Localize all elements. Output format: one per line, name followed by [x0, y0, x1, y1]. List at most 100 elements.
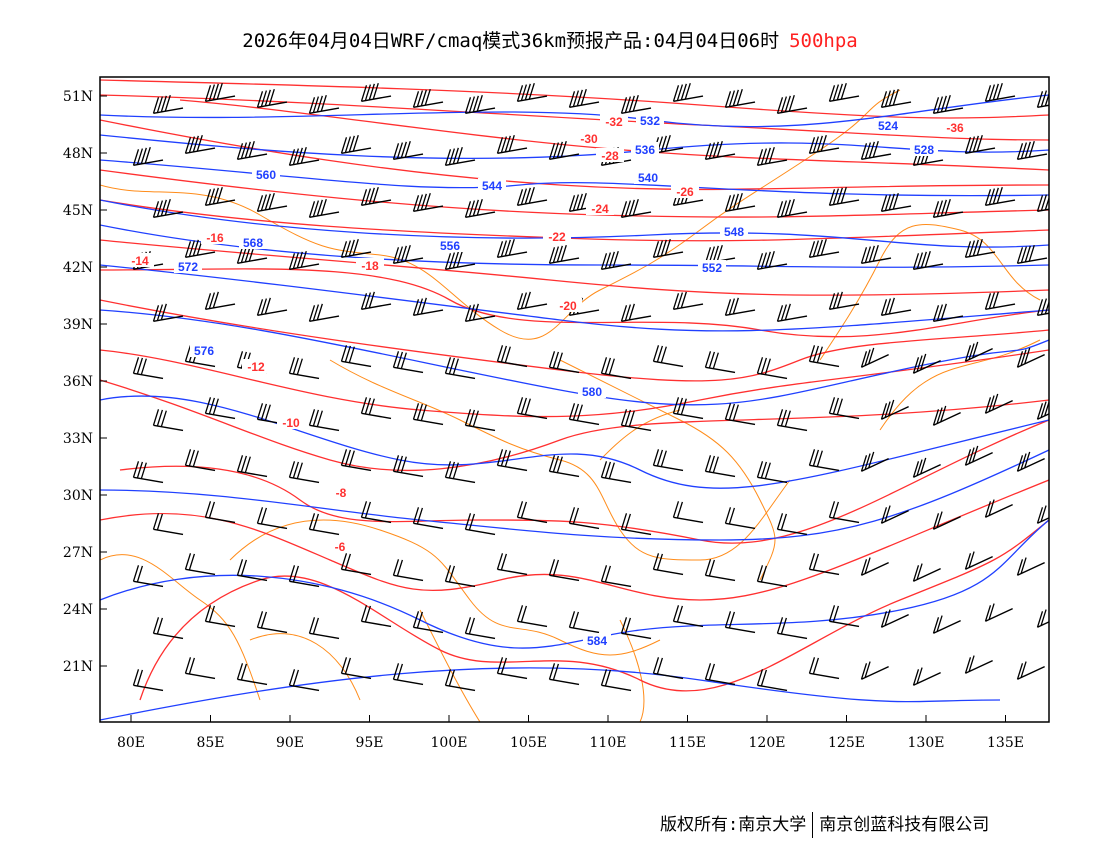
lat-tick-label: 21N	[63, 659, 93, 675]
wind-barb	[236, 455, 268, 478]
wind-barb	[412, 403, 444, 426]
wind-barb	[880, 192, 912, 212]
contour-labels: 532 536 540 544 548 552 556 560 568 572 576 580 584 5…	[126, 113, 969, 648]
wind-barb	[308, 94, 340, 114]
wind-barb	[464, 94, 496, 114]
lon-tick-label: 95E	[355, 735, 383, 751]
wind-barb	[620, 303, 652, 322]
wind-barb	[808, 657, 840, 680]
wind-barb	[1016, 347, 1045, 368]
wind-barb	[308, 617, 340, 640]
wind-barb	[932, 94, 964, 114]
lat-tick-label: 24N	[63, 602, 93, 618]
wind-barb	[288, 461, 320, 484]
wind-barb	[308, 409, 340, 432]
wind-barb	[828, 186, 860, 206]
wind-barb	[152, 198, 184, 218]
wind-barb	[672, 82, 704, 102]
wind-barb	[340, 238, 372, 258]
wind-barb	[152, 94, 184, 114]
wind-barb	[568, 88, 600, 108]
wind-barb	[204, 186, 236, 206]
wind-barb	[880, 297, 912, 316]
temperature-isotherm	[100, 349, 1049, 418]
wind-barb	[340, 134, 372, 154]
wind-barb	[464, 617, 496, 640]
wind-barb	[964, 551, 993, 570]
temperature-label: -26	[676, 185, 694, 199]
wind-barb	[548, 663, 580, 686]
wind-barb	[184, 553, 216, 576]
lon-tick-label: 110E	[590, 735, 627, 751]
height-label: 552	[702, 261, 722, 275]
wind-barb	[984, 393, 1013, 414]
wind-barb	[984, 499, 1013, 518]
wind-barb	[652, 238, 684, 258]
wind-barb	[880, 609, 909, 628]
height-label: 544	[482, 179, 502, 193]
border-line	[329, 359, 791, 561]
geopotential-height-contour	[100, 449, 1049, 541]
wind-barb	[516, 82, 548, 102]
wind-barb	[672, 501, 704, 524]
border-line	[100, 554, 261, 701]
wind-barb	[912, 457, 941, 478]
wind-barb	[412, 507, 444, 530]
wind-barb	[392, 244, 424, 264]
lon-tick-label: 120E	[749, 735, 786, 751]
wind-barb	[860, 140, 892, 160]
height-label: 560	[256, 168, 276, 182]
wind-barb	[776, 409, 808, 432]
wind-barb	[912, 250, 944, 270]
wind-barb	[1036, 298, 1049, 316]
height-label: 536	[635, 143, 655, 157]
wind-barb	[808, 345, 840, 368]
wind-barb	[828, 397, 860, 420]
height-label: 576	[194, 344, 214, 358]
wind-barb	[152, 617, 184, 640]
temperature-isotherm	[100, 299, 1049, 382]
wind-barb	[860, 661, 889, 680]
wind-barb	[444, 250, 476, 270]
wind-barb	[548, 559, 580, 582]
wind-barb	[256, 192, 288, 212]
wind-barb	[704, 140, 736, 160]
temperature-label: -30	[580, 132, 598, 146]
wind-barb	[444, 669, 476, 692]
wind-barb	[340, 345, 372, 368]
lat-tick-label: 45N	[63, 203, 93, 219]
wind-barb	[984, 603, 1013, 622]
wind-barb	[516, 186, 548, 206]
temperature-label: -24	[591, 202, 609, 216]
temperature-label: -8	[336, 486, 347, 500]
wind-barb	[756, 669, 788, 692]
wind-barb	[724, 88, 756, 108]
wind-barb	[776, 303, 808, 322]
wind-barb	[912, 353, 941, 374]
wind-barb	[704, 455, 736, 478]
wind-barb	[412, 192, 444, 212]
wind-barb	[1016, 451, 1045, 472]
wind-barb	[932, 198, 964, 218]
wind-barb	[828, 291, 860, 310]
wind-barb	[652, 449, 684, 472]
lat-tick-label: 36N	[63, 374, 93, 390]
wind-barb	[392, 663, 424, 686]
wind-barb	[132, 146, 164, 166]
wind-barb	[880, 505, 909, 524]
lon-tick-label: 90E	[276, 735, 304, 751]
wind-barb	[600, 357, 632, 380]
wind-barb	[808, 553, 840, 576]
wind-barb	[620, 513, 652, 536]
wind-barb	[236, 663, 268, 686]
wind-barb	[860, 244, 892, 264]
wind-barb	[464, 198, 496, 218]
wind-barb	[808, 134, 840, 154]
geopotential-height-contour	[100, 309, 1049, 406]
wind-barb	[620, 617, 652, 640]
temperature-label: -6	[335, 540, 346, 554]
border-line	[819, 224, 1041, 361]
geopotential-height-contour	[100, 199, 1049, 248]
wind-barb	[776, 94, 808, 114]
height-label: 556	[440, 239, 460, 253]
